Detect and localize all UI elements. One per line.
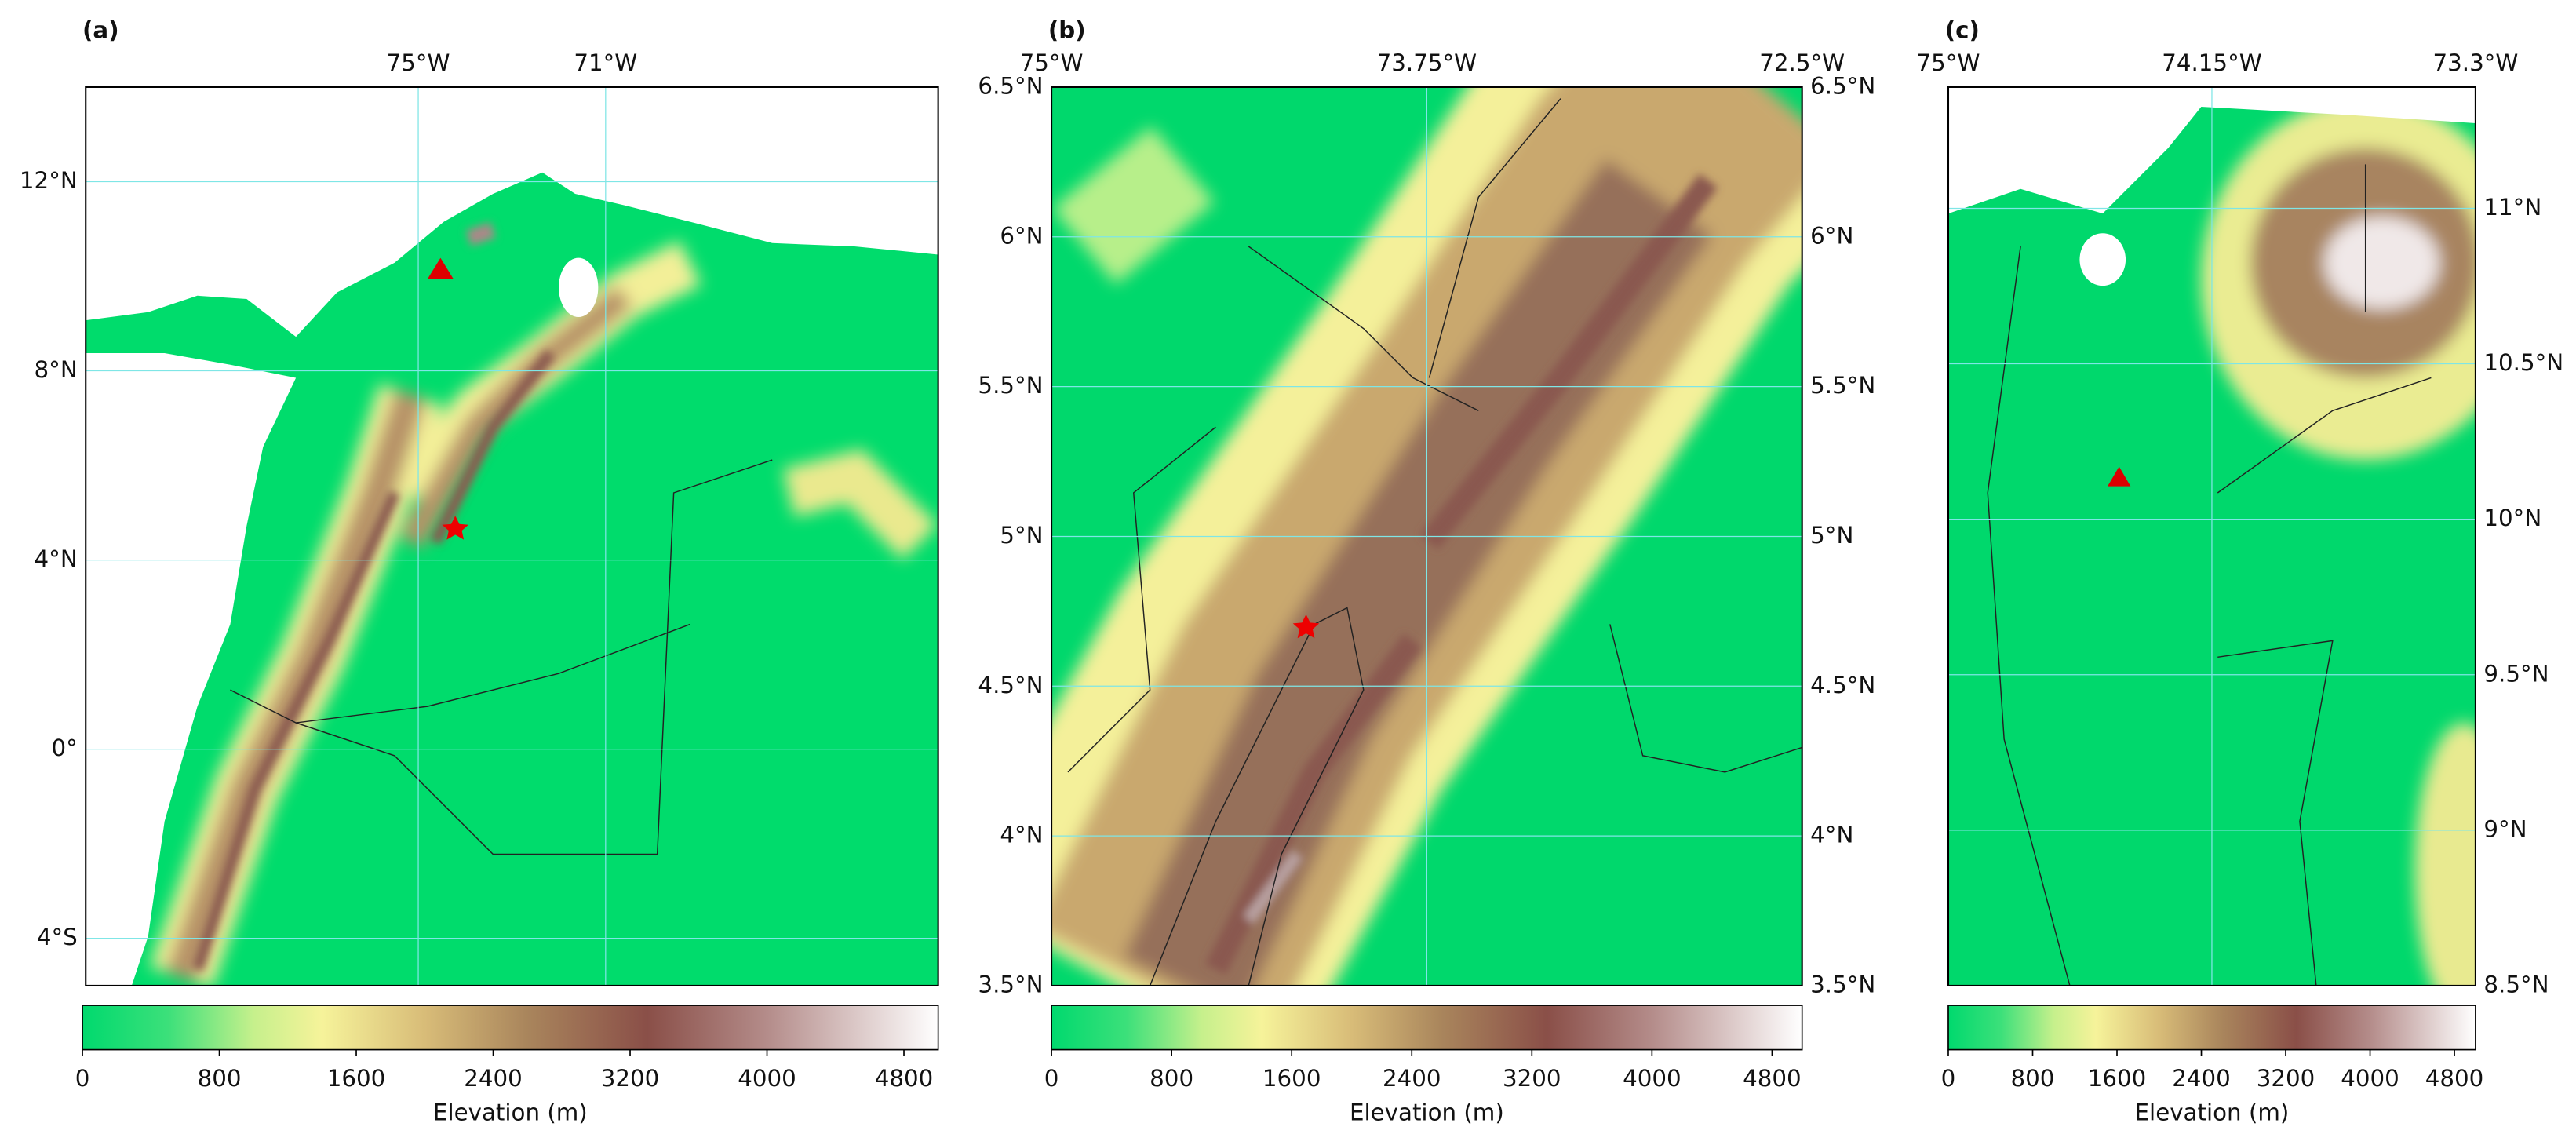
panel-label: (c) [1945, 16, 1980, 43]
colorbar-tick-label: 0 [1044, 1065, 1059, 1092]
lon-tick-label: 75°W [387, 49, 450, 76]
colorbar-tick-label: 1600 [1262, 1065, 1321, 1092]
colorbar-tick-label: 2400 [464, 1065, 523, 1092]
lon-tick-label: 74.15°W [2162, 49, 2262, 76]
lon-tick-label: 75°W [1917, 49, 1980, 76]
colorbar-tick-label: 4800 [875, 1065, 934, 1092]
lon-tick-label: 71°W [574, 49, 637, 76]
lat-tick-label: 9.5°N [2483, 660, 2549, 687]
panel-label: (b) [1048, 16, 1086, 43]
colorbar-tick-label: 4800 [1743, 1065, 1802, 1092]
lat-tick-label: 0° [51, 735, 77, 761]
lon-tick-label: 73.75°W [1377, 49, 1477, 76]
lat-tick-label: 5.5°N [1810, 372, 1875, 399]
lat-tick-label: 4°S [37, 924, 78, 950]
colorbar-tick-label: 800 [2011, 1065, 2055, 1092]
colorbar-tick-label: 800 [1150, 1065, 1193, 1092]
colorbar-tick-label: 3200 [601, 1065, 660, 1092]
terrain-c [1947, 86, 2476, 986]
panel-label: (a) [82, 16, 119, 43]
colorbar-tick-label: 0 [75, 1065, 90, 1092]
lat-tick-label: 6°N [1810, 222, 1853, 249]
colorbar [1051, 1005, 1803, 1051]
map-frame [1947, 86, 2476, 987]
terrain-a [86, 86, 938, 986]
colorbar-tick-label: 4000 [738, 1065, 796, 1092]
colorbar-tick-label: 2400 [1383, 1065, 1441, 1092]
colorbar-tick-label: 2400 [2172, 1065, 2231, 1092]
colorbar-tick-label: 4000 [2341, 1065, 2399, 1092]
colorbar-tick-label: 4000 [1623, 1065, 1682, 1092]
lat-tick-label: 5°N [1000, 522, 1043, 549]
lat-tick-label: 5.5°N [978, 372, 1043, 399]
colorbar-label: Elevation (m) [1350, 1099, 1504, 1126]
lat-tick-label: 3.5°N [1810, 971, 1875, 997]
lat-tick-label: 6.5°N [978, 72, 1043, 99]
colorbar-tick-label: 3200 [2257, 1065, 2315, 1092]
lat-tick-label: 10.5°N [2483, 349, 2563, 376]
colorbar-tick-label: 0 [1941, 1065, 1956, 1092]
lat-tick-label: 11°N [2483, 194, 2541, 221]
lat-tick-label: 9°N [2483, 815, 2527, 842]
lon-tick-label: 72.5°W [1759, 49, 1845, 76]
map-frame [85, 86, 939, 987]
lat-tick-label: 8.5°N [2483, 971, 2549, 997]
lat-tick-label: 3.5°N [978, 971, 1043, 997]
colorbar-label: Elevation (m) [2135, 1099, 2290, 1126]
lat-tick-label: 4.5°N [1810, 672, 1875, 698]
lon-tick-label: 75°W [1020, 49, 1084, 76]
colorbar-tick-label: 800 [198, 1065, 242, 1092]
lon-tick-label: 73.3°W [2432, 49, 2518, 76]
lat-tick-label: 8°N [35, 356, 78, 383]
lat-tick-label: 6.5°N [1810, 72, 1875, 99]
colorbar-tick-label: 4800 [2425, 1065, 2484, 1092]
lat-tick-label: 12°N [20, 167, 78, 194]
lat-tick-label: 10°N [2483, 505, 2541, 531]
colorbar-tick-label: 1600 [327, 1065, 386, 1092]
lat-tick-label: 4.5°N [978, 672, 1043, 698]
lat-tick-label: 5°N [1810, 522, 1853, 549]
lat-tick-label: 4°N [35, 545, 78, 572]
colorbar-tick-label: 1600 [2088, 1065, 2147, 1092]
colorbar-tick-label: 3200 [1503, 1065, 1561, 1092]
lat-tick-label: 6°N [1000, 222, 1043, 249]
map-frame [1051, 86, 1803, 987]
colorbar-label: Elevation (m) [433, 1099, 588, 1126]
lat-tick-label: 4°N [1810, 822, 1853, 848]
colorbar [1947, 1005, 2476, 1051]
lat-tick-label: 4°N [1000, 822, 1043, 848]
colorbar [82, 1005, 939, 1051]
